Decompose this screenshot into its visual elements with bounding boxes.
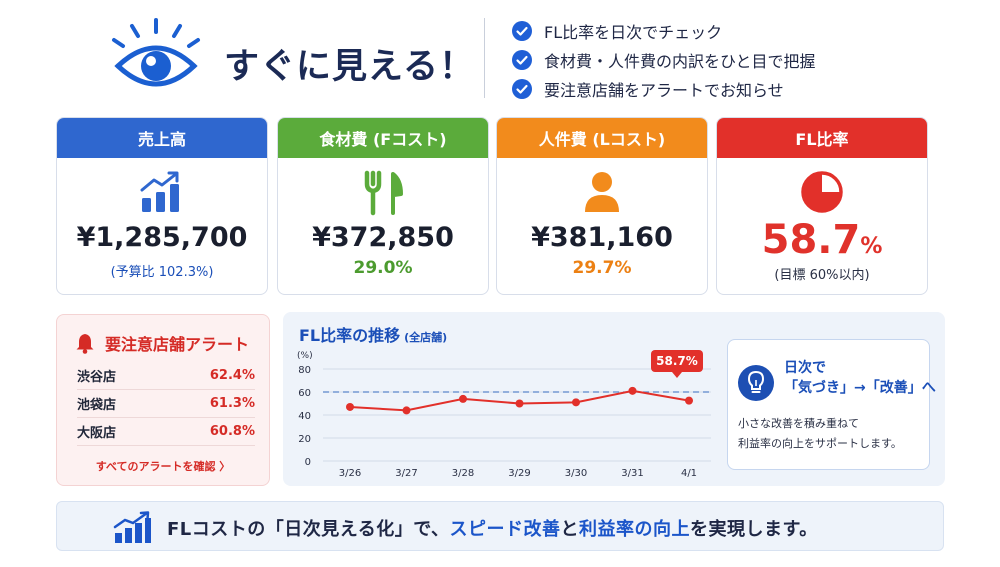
sales-budget-ratio: (予算比 102.3%) <box>110 265 214 280</box>
food-cost-value: ¥372,850 <box>312 222 454 253</box>
y-tick-label: 80 <box>298 365 311 376</box>
x-tick-label: 3/29 <box>508 468 530 479</box>
pie-chart-icon <box>717 170 927 216</box>
x-tick-label: 3/31 <box>621 468 643 479</box>
checklist-text: FL比率を日次でチェック <box>544 22 723 42</box>
x-tick-label: 4/1 <box>681 468 697 479</box>
view-all-alerts-link[interactable]: すべてのアラートを確認 〉 <box>95 460 231 473</box>
chart-subtitle: (全店舗) <box>404 331 448 344</box>
bar-chart-up-icon <box>57 170 267 216</box>
fl-data-point <box>628 386 637 395</box>
fl-ratio-target: (目標 60%以内) <box>774 268 870 283</box>
alert-row[interactable]: 渋谷店 62.4% <box>77 362 255 390</box>
y-tick-label: 0 <box>305 457 311 468</box>
y-tick-label: 60 <box>298 388 311 399</box>
fl-data-point <box>515 399 524 408</box>
checklist-item: 食材費・人件費の内訳をひと目で把握 <box>512 45 816 74</box>
alert-store-name: 渋谷店 <box>77 370 117 385</box>
x-tick-label: 3/28 <box>452 468 474 479</box>
insight-callout: 日次で 「気づき」→「改善」へ 小さな改善を積み重ねて 利益率の向上をサポートし… <box>727 339 936 470</box>
check-circle-icon <box>512 78 532 99</box>
alert-row[interactable]: 大阪店 60.8% <box>77 418 255 446</box>
x-tick-label: 3/27 <box>395 468 417 479</box>
callout-text: 小さな改善を積み重ねて 利益率の向上をサポートします。 <box>738 417 902 450</box>
growth-chart-icon <box>113 511 151 543</box>
checklist-text: 食材費・人件費の内訳をひと目で把握 <box>544 51 816 71</box>
x-tick-label: 3/26 <box>339 468 361 479</box>
check-circle-icon <box>512 49 532 70</box>
footer-banner: FLコストの「日次見える化」で、スピード改善と利益率の向上を実現します。 <box>56 501 944 551</box>
fl-trend-chart: (%) 0 20 40 60 80 3/26 3/27 3/28 3/29 3/30 3/31 4/1 5… <box>297 350 711 479</box>
hero: すぐに見える！ <box>108 14 474 96</box>
alert-store-name: 大阪店 <box>77 426 117 441</box>
labor-cost-value: ¥381,160 <box>531 222 673 253</box>
fl-data-point <box>402 406 411 415</box>
bell-icon <box>76 334 94 354</box>
checklist-item: FL比率を日次でチェック <box>512 16 816 45</box>
lightbulb-icon <box>738 365 774 401</box>
alert-row[interactable]: 池袋店 61.3% <box>77 390 255 418</box>
sales-value: ¥1,285,700 <box>76 222 248 253</box>
fl-data-point <box>685 396 693 405</box>
labor-cost-card[interactable]: 人件費 (Lコスト) ¥381,160 29.7% <box>496 117 708 295</box>
alert-list: 渋谷店 62.4% 池袋店 61.3% 大阪店 60.8% <box>77 362 255 446</box>
y-tick-label: 40 <box>298 411 311 422</box>
checklist-item: 要注意店舗をアラートでお知らせ <box>512 74 816 103</box>
alert-store-fl: 61.3% <box>209 396 255 411</box>
latest-value-label: 58.7% <box>656 354 698 368</box>
y-axis-unit-label: (%) <box>297 351 313 361</box>
sales-card[interactable]: 売上高 ¥1,285,700 (予算比 102.3%) <box>56 117 268 295</box>
alert-store-name: 池袋店 <box>77 398 117 413</box>
checklist-text: 要注意店舗をアラートでお知らせ <box>544 80 784 100</box>
labor-cost-ratio: 29.7% <box>572 258 632 278</box>
fl-data-point <box>346 402 354 411</box>
fl-ratio-value: 58.7% <box>761 217 883 263</box>
food-cost-card-header: 食材費 (Fコスト) <box>278 118 488 158</box>
latest-value-bubble <box>651 350 703 372</box>
store-alert-panel: 要注意店舗アラート 渋谷店 62.4% 池袋店 61.3% 大阪店 60.8% … <box>56 314 270 486</box>
labor-cost-card-header: 人件費 (Lコスト) <box>497 118 707 158</box>
x-tick-label: 3/30 <box>565 468 587 479</box>
latest-value-bubble-pointer <box>672 372 682 378</box>
person-icon <box>497 170 707 216</box>
hero-title: すぐに見える！ <box>224 47 475 87</box>
check-circle-icon <box>512 20 532 41</box>
feature-checklist: FL比率を日次でチェック 食材費・人件費の内訳をひと目で把握 要注意店舗をアラー… <box>512 16 816 103</box>
fl-data-point <box>572 398 580 407</box>
fork-knife-icon <box>278 170 488 216</box>
y-tick-label: 20 <box>298 434 311 445</box>
alert-store-fl: 62.4% <box>209 368 255 383</box>
food-cost-ratio: 29.0% <box>353 258 413 278</box>
fl-trend-panel: (%) 0 20 40 60 80 3/26 3/27 3/28 3/29 3/30 3/31 4/1 5… <box>283 312 945 486</box>
alert-title: 要注意店舗アラート <box>75 331 249 355</box>
eye-icon <box>112 18 200 87</box>
footer-message: FLコストの「日次見える化」で、スピード改善と利益率の向上を実現します。 <box>167 519 818 540</box>
callout-title: 日次で 「気づき」→「改善」へ <box>784 360 936 396</box>
food-cost-card[interactable]: 食材費 (Fコスト) ¥372,850 29.0% <box>277 117 489 295</box>
sales-card-header: 売上高 <box>57 118 267 158</box>
fl-ratio-card-header: FL比率 <box>717 118 927 158</box>
header-divider <box>484 18 485 98</box>
alert-store-fl: 60.8% <box>209 424 255 439</box>
fl-ratio-card[interactable]: FL比率 58.7% (目標 60%以内) <box>716 117 928 295</box>
chart-title: FL比率の推移 (全店舗) <box>299 326 448 345</box>
fl-data-point <box>459 394 467 403</box>
